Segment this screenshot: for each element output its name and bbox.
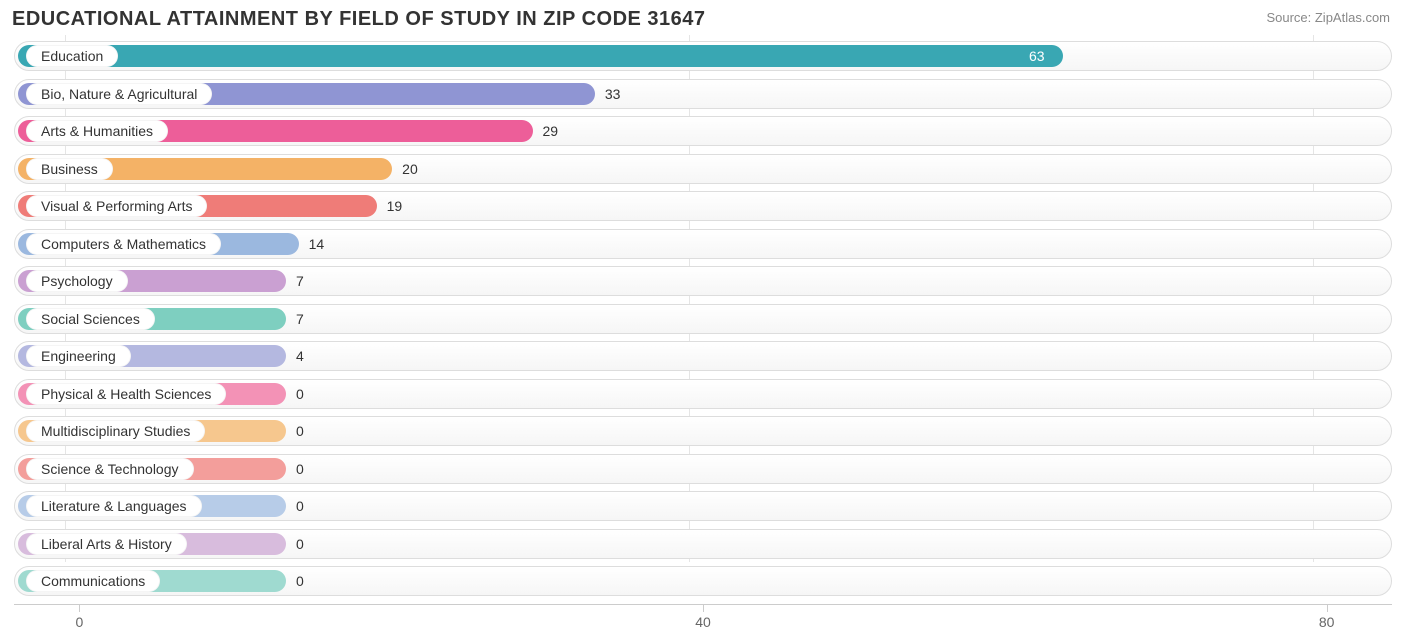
bar-row: Literature & Languages 0 [14, 491, 1392, 521]
bar: Physical & Health Sciences [18, 383, 286, 405]
bar-value-label: 63 [1029, 48, 1045, 64]
chart-header: EDUCATIONAL ATTAINMENT BY FIELD OF STUDY… [0, 0, 1406, 35]
bar: Arts & Humanities [18, 120, 533, 142]
bar-row: Physical & Health Sciences 0 [14, 379, 1392, 409]
bar-category-pill: Social Sciences [26, 308, 155, 330]
bar-value-label: 14 [309, 236, 325, 252]
bar-row: Liberal Arts & History 0 [14, 529, 1392, 559]
bar-value-label: 0 [296, 386, 304, 402]
bar: Business [18, 158, 392, 180]
bar-value-label: 20 [402, 161, 418, 177]
chart-title: EDUCATIONAL ATTAINMENT BY FIELD OF STUDY… [12, 8, 706, 31]
bar: Social Sciences [18, 308, 286, 330]
bar-row: Engineering 4 [14, 341, 1392, 371]
bar: Science & Technology [18, 458, 286, 480]
bar-row: Education 63 [14, 41, 1392, 71]
chart-plot-area: Education 63 Bio, Nature & Agricultural 33 A… [0, 35, 1406, 596]
bar-value-label: 19 [387, 198, 403, 214]
bar-value-label: 0 [296, 461, 304, 477]
bar-row: Computers & Mathematics 14 [14, 229, 1392, 259]
bar-row: Science & Technology 0 [14, 454, 1392, 484]
bar: Computers & Mathematics [18, 233, 299, 255]
bar-value-label: 33 [605, 86, 621, 102]
bar: Liberal Arts & History [18, 533, 286, 555]
bar-category-pill: Psychology [26, 270, 128, 292]
bar: Engineering [18, 345, 286, 367]
bar-row: Bio, Nature & Agricultural 33 [14, 79, 1392, 109]
bar: Psychology [18, 270, 286, 292]
bar-value-label: 0 [296, 536, 304, 552]
bar-value-label: 7 [296, 311, 304, 327]
bar-category-pill: Physical & Health Sciences [26, 383, 226, 405]
bar-category-pill: Computers & Mathematics [26, 233, 221, 255]
bar-category-pill: Bio, Nature & Agricultural [26, 83, 212, 105]
axis-tick [79, 604, 80, 612]
x-axis: 0 40 80 [14, 604, 1392, 634]
bar-value-label: 0 [296, 498, 304, 514]
bar-category-pill: Science & Technology [26, 458, 194, 480]
bar-category-pill: Business [26, 158, 113, 180]
bar-value-label: 29 [543, 123, 559, 139]
bar-category-pill: Education [26, 45, 118, 67]
bar: Education 63 [18, 45, 1063, 67]
bar: Literature & Languages [18, 495, 286, 517]
bar-value-label: 4 [296, 348, 304, 364]
bar-category-pill: Communications [26, 570, 160, 592]
bar-row: Arts & Humanities 29 [14, 116, 1392, 146]
axis-tick [703, 604, 704, 612]
bar: Bio, Nature & Agricultural [18, 83, 595, 105]
bar-category-pill: Multidisciplinary Studies [26, 420, 205, 442]
bar-value-label: 0 [296, 573, 304, 589]
bar-category-pill: Engineering [26, 345, 131, 367]
bar-category-pill: Liberal Arts & History [26, 533, 187, 555]
axis-tick [1327, 604, 1328, 612]
bar: Communications [18, 570, 286, 592]
bar-row: Psychology 7 [14, 266, 1392, 296]
bar-row: Business 20 [14, 154, 1392, 184]
bar-row: Visual & Performing Arts 19 [14, 191, 1392, 221]
bar-value-label: 0 [296, 423, 304, 439]
axis-tick-label: 40 [695, 614, 711, 630]
bar: Visual & Performing Arts [18, 195, 377, 217]
bar: Multidisciplinary Studies [18, 420, 286, 442]
axis-tick-label: 0 [75, 614, 83, 630]
bar-category-pill: Arts & Humanities [26, 120, 168, 142]
axis-tick-label: 80 [1319, 614, 1335, 630]
bar-row: Communications 0 [14, 566, 1392, 596]
bar-category-pill: Literature & Languages [26, 495, 202, 517]
bar-row: Multidisciplinary Studies 0 [14, 416, 1392, 446]
bar-row: Social Sciences 7 [14, 304, 1392, 334]
bar-category-pill: Visual & Performing Arts [26, 195, 207, 217]
bar-value-label: 7 [296, 273, 304, 289]
chart-source: Source: ZipAtlas.com [1266, 10, 1390, 25]
